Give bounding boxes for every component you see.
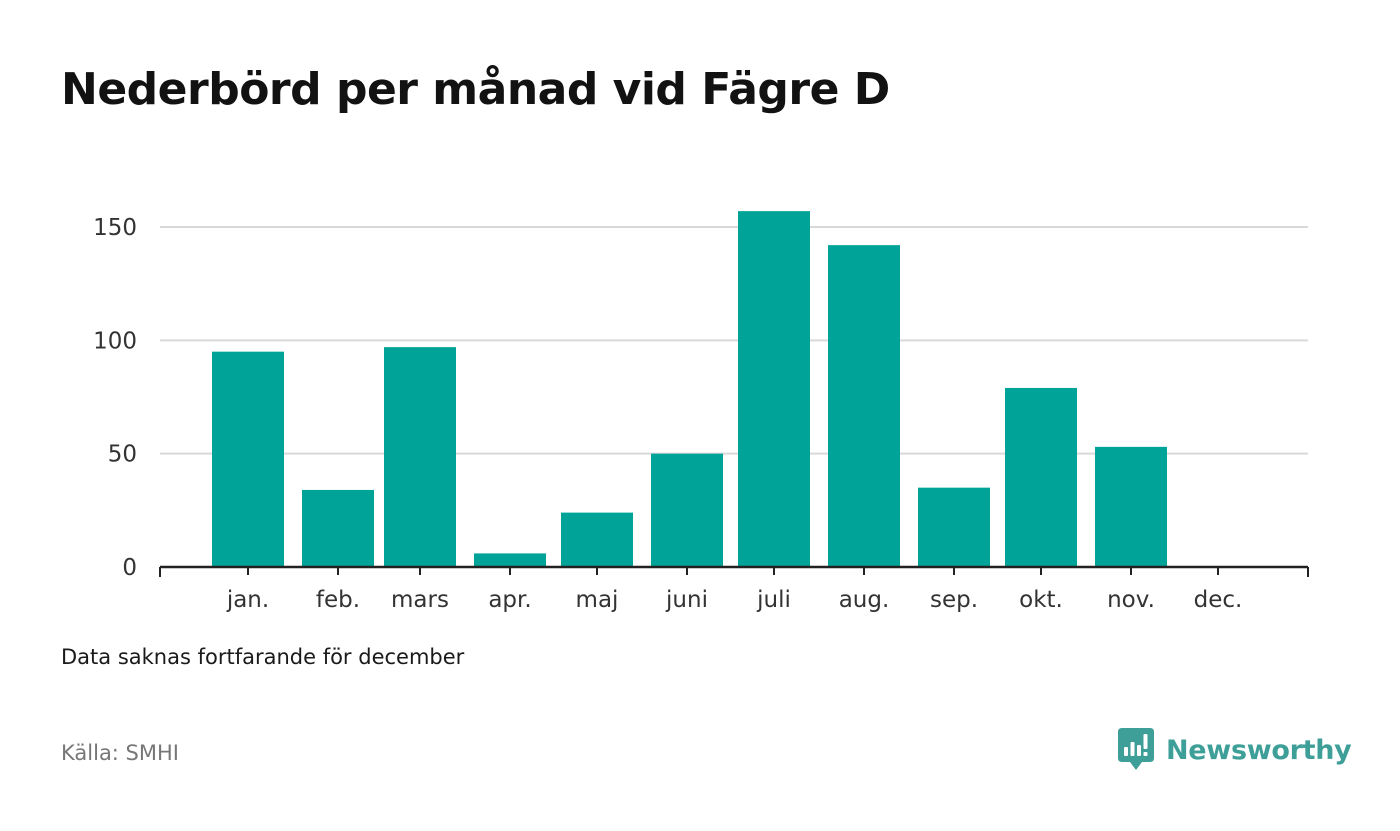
x-tick-label: apr. bbox=[488, 587, 531, 613]
x-tick-label: sep. bbox=[930, 587, 978, 613]
x-tick-label: maj bbox=[576, 587, 619, 613]
bar-0 bbox=[212, 351, 284, 567]
bar-7 bbox=[828, 245, 900, 567]
bar-8 bbox=[918, 487, 990, 567]
x-axis bbox=[159, 565, 1309, 577]
x-tick-label: nov. bbox=[1107, 587, 1155, 613]
y-tick-label: 100 bbox=[93, 328, 137, 354]
x-tick-label: jan. bbox=[226, 587, 269, 613]
bar-3 bbox=[474, 553, 546, 567]
y-tick-label: 50 bbox=[108, 442, 137, 468]
x-axis-ticks: jan. feb. mars apr. maj juni juli aug. sep. okt. n… bbox=[226, 567, 1243, 613]
bar-4 bbox=[561, 512, 633, 567]
bar-5 bbox=[651, 453, 723, 567]
x-tick-label: juli bbox=[756, 587, 791, 613]
gridlines bbox=[160, 226, 1308, 455]
x-tick-label: feb. bbox=[316, 587, 360, 613]
bar-1 bbox=[302, 489, 374, 567]
x-tick-label: aug. bbox=[839, 587, 890, 613]
brand-name: Newsworthy bbox=[1166, 734, 1352, 766]
newsworthy-logo-icon bbox=[1118, 728, 1154, 770]
x-tick-label: juni bbox=[665, 587, 708, 613]
bar-10 bbox=[1095, 446, 1167, 567]
bar-9 bbox=[1005, 387, 1077, 567]
x-tick-label: mars bbox=[391, 587, 449, 613]
bar-6 bbox=[738, 211, 810, 567]
source-text: Källa: SMHI bbox=[61, 741, 179, 765]
y-tick-label: 150 bbox=[93, 215, 137, 241]
y-axis-ticks: 0 50 100 150 bbox=[93, 215, 137, 581]
x-tick-label: dec. bbox=[1194, 587, 1243, 613]
chart-title: Nederbörd per månad vid Fägre D bbox=[61, 64, 890, 115]
chart-note: Data saknas fortfarande för december bbox=[61, 645, 465, 669]
bar-2 bbox=[384, 347, 456, 567]
brand-logo: Newsworthy bbox=[1118, 728, 1352, 772]
x-tick-label: okt. bbox=[1019, 587, 1063, 613]
bars bbox=[212, 211, 1167, 567]
y-tick-label: 0 bbox=[122, 555, 137, 581]
